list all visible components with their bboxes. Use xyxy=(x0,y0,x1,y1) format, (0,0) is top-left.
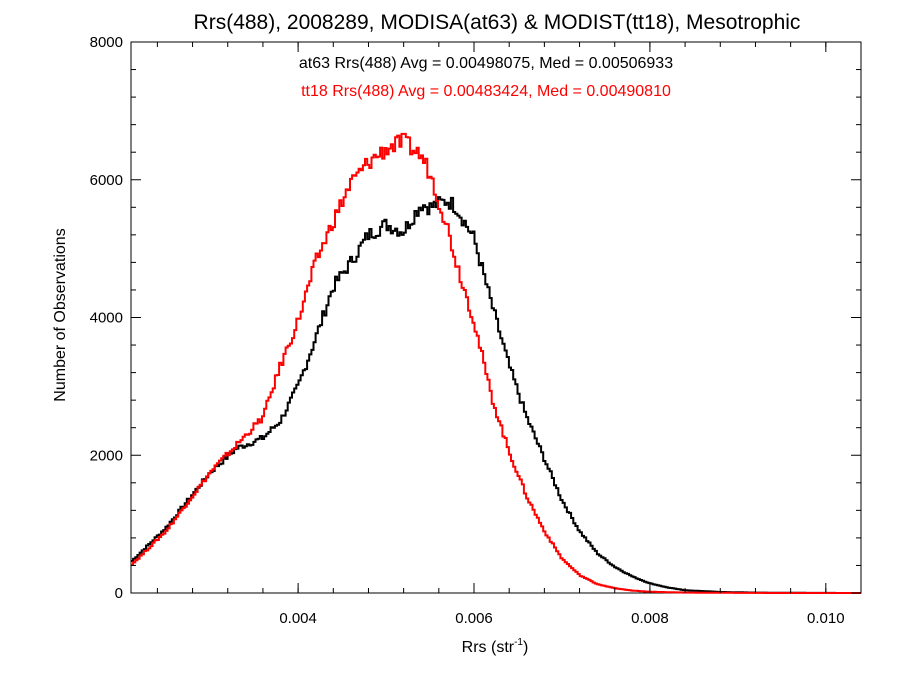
series-line-at63 xyxy=(131,196,861,594)
y-axis-label: Number of Observations xyxy=(52,228,69,401)
x-tick-label: 0.004 xyxy=(279,610,317,627)
x-axis-label: Rrs (str-1) xyxy=(462,637,529,656)
y-tick-label: 4000 xyxy=(90,310,123,327)
x-axis-label-close: ) xyxy=(523,639,528,656)
chart-title: Rrs(488), 2008289, MODISA(at63) & MODIST… xyxy=(194,11,801,34)
y-tick-label: 8000 xyxy=(90,34,123,51)
y-axis-ticks: 0 2000 4000 6000 8000 xyxy=(90,34,861,602)
series-layer xyxy=(131,132,861,594)
x-tick-label: 0.010 xyxy=(807,610,845,627)
y-tick-label: 0 xyxy=(115,585,123,602)
y-tick-label: 6000 xyxy=(90,172,123,189)
series-line-tt18 xyxy=(131,132,861,594)
x-axis-label-superscript: -1 xyxy=(514,637,523,648)
annotation-at63-stats: at63 Rrs(488) Avg = 0.00498075, Med = 0.… xyxy=(299,55,673,72)
x-tick-label: 0.008 xyxy=(631,610,669,627)
annotation-tt18-stats: tt18 Rrs(488) Avg = 0.00483424, Med = 0.… xyxy=(301,83,671,100)
x-axis-label-main: Rrs (str xyxy=(462,639,515,656)
y-tick-label: 2000 xyxy=(90,447,123,464)
x-axis-ticks: 0.004 0.006 0.008 0.010 xyxy=(156,42,862,627)
x-tick-label: 0.006 xyxy=(455,610,493,627)
